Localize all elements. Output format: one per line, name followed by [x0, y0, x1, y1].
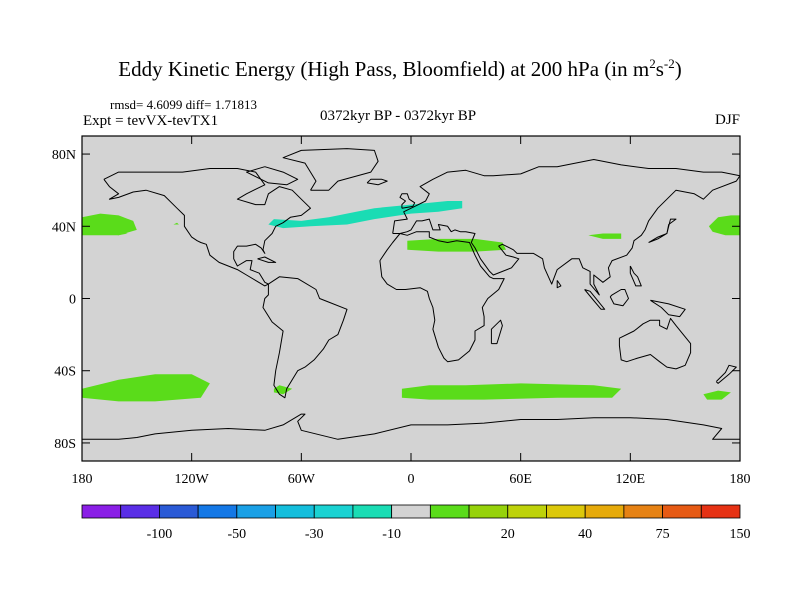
borneo-coastline	[609, 289, 629, 307]
lon-tick-label: 60E	[509, 472, 532, 487]
south-indian-anomaly	[401, 383, 622, 400]
colorbar-swatch	[662, 504, 702, 519]
australia-coastline	[618, 317, 692, 370]
tasman-anomaly	[703, 390, 731, 400]
colorbar-swatch	[159, 504, 199, 519]
colorbar-swatch	[313, 504, 354, 519]
greenland-coastline	[282, 148, 379, 191]
colorbar-swatch	[546, 504, 586, 519]
stats-label: rmsd= 4.6099 diff= 1.71813	[110, 97, 257, 112]
new-zealand-coastline	[715, 364, 737, 384]
north-america-coastline	[103, 168, 311, 287]
colorbar-swatch	[584, 504, 625, 519]
colorbar-swatch	[120, 504, 160, 519]
colorbar-swatch	[623, 504, 663, 519]
sumatra-coastline	[584, 289, 606, 310]
eurasia-coastline	[392, 159, 741, 296]
colorbar-swatch	[81, 504, 122, 519]
colorbar-swatch	[468, 504, 509, 519]
lon-tick-label: 120W	[175, 472, 210, 487]
colorbar-label: -100	[147, 527, 173, 542]
north-atlantic-anomaly	[268, 201, 463, 229]
title-superscript-2: 2	[649, 56, 656, 71]
colorbar-swatch	[429, 504, 470, 519]
colorbar-label: -10	[382, 527, 401, 542]
colorbar-label: 75	[656, 527, 670, 542]
africa-coastline	[379, 231, 505, 363]
new-guinea-coastline	[650, 299, 686, 318]
japan-east-anomaly	[588, 233, 622, 239]
lat-tick-label: 0	[69, 293, 76, 308]
map-axes: 80N 40N 0 40S 80S 180 120W 60W 0 60E 120E 180	[52, 135, 751, 487]
baffin-coastline	[246, 166, 299, 186]
title-main-text: Eddy Kinetic Energy (High Pass, Bloomfie…	[118, 57, 650, 81]
title-close-paren: )	[674, 57, 682, 81]
antarctica-coastline	[82, 413, 740, 440]
lon-tick-label: 180	[730, 472, 751, 487]
philippines-coastline	[629, 265, 642, 287]
south-america-coastline	[262, 276, 348, 399]
colorbar-swatch	[700, 504, 741, 519]
central-pacific-small-anomaly	[173, 222, 179, 225]
period-label: 0372kyr BP - 0372kyr BP	[320, 108, 477, 124]
lon-tick-label: 120E	[616, 472, 646, 487]
lon-tick-label: 60W	[288, 472, 316, 487]
title-unit-s: s	[655, 57, 664, 81]
north-pacific-west-anomaly	[82, 213, 137, 236]
lat-tick-label: 80N	[52, 148, 76, 163]
title-superscript-minus-2: -2	[663, 56, 675, 71]
map-background	[82, 136, 740, 461]
lat-tick-label: 80S	[54, 437, 76, 452]
south-pacific-anomaly	[82, 374, 210, 402]
lon-tick-label: 180	[72, 472, 93, 487]
colorbar-swatch	[352, 504, 393, 519]
colorbar-swatch	[197, 504, 238, 519]
north-pacific-small-anomaly	[109, 231, 128, 236]
colorbar-swatch	[236, 504, 276, 519]
great-britain-coastline	[399, 193, 416, 209]
colorbar-swatch	[507, 504, 547, 519]
colorbar: -100 -50 -30 -10 20 40 75 150	[81, 504, 751, 542]
cuba-coastline	[257, 256, 277, 263]
season-label: DJF	[714, 112, 740, 128]
japan-coastline	[648, 218, 677, 243]
north-pacific-east-anomaly	[708, 215, 740, 236]
colorbar-label: -50	[227, 527, 246, 542]
lat-tick-label: 40N	[52, 220, 76, 235]
map-title: Eddy Kinetic Energy (High Pass, Bloomfie…	[0, 56, 800, 82]
mediterranean-anomaly	[407, 238, 506, 252]
colorbar-label: -30	[305, 527, 324, 542]
colorbar-swatch	[275, 504, 315, 519]
lat-tick-label: 40S	[54, 365, 76, 380]
colorbar-label: 20	[501, 527, 515, 542]
sri-lanka-coastline	[556, 280, 562, 289]
map-panel	[82, 136, 741, 461]
colorbar-label: 150	[730, 527, 751, 542]
madagascar-coastline	[490, 319, 503, 345]
lon-tick-label: 0	[408, 472, 415, 487]
iceland-coastline	[366, 178, 388, 186]
experiment-label: Expt = tevVX-tevTX1	[83, 113, 219, 129]
colorbar-swatch	[391, 504, 431, 519]
colorbar-label: 40	[578, 527, 592, 542]
